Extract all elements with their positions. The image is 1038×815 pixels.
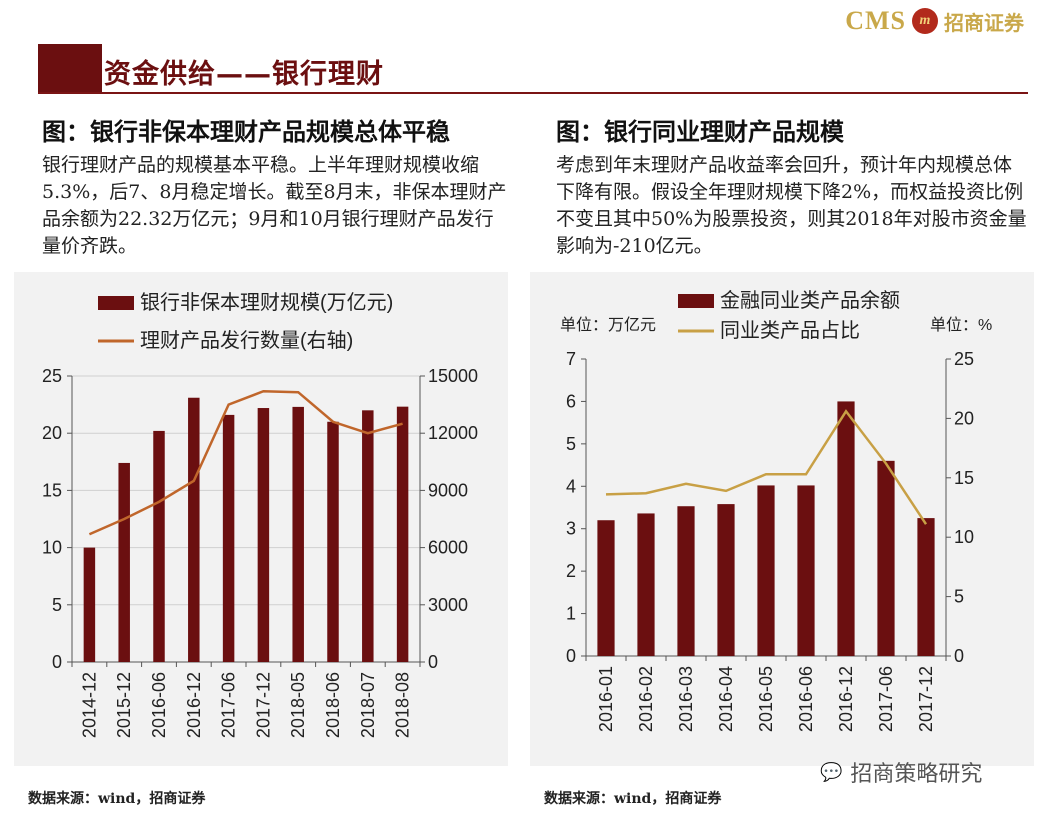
left-chart-legend-line-label: 理财产品发行数量(右轴) — [140, 329, 353, 352]
right-description: 考虑到年末理财产品收益率会回升，预计年内规模总体下降有限。假设全年理财规模下降2… — [556, 154, 1027, 257]
left-chart-category-label: 2018-08 — [393, 672, 413, 738]
left-description: 银行理财产品的规模基本平稳。上半年理财规模收缩5.3%，后7、8月稳定增长。截至… — [42, 154, 507, 257]
right-chart-panel: 0 1 2 3 4 5 6 7 0 5 10 15 20 25 2016-01 2016-02 2016-03 2… — [530, 272, 1034, 766]
left-chart-bar — [118, 462, 130, 662]
right-chart-right-unit-label: 单位：% — [930, 316, 992, 334]
right-chart-y2tick-label: 5 — [954, 587, 964, 607]
right-chart-y2tick-label: 15 — [954, 468, 974, 488]
left-chart-y2tick-label: 12000 — [428, 423, 478, 443]
right-chart-legend-line-label: 同业类产品占比 — [720, 319, 860, 342]
left-chart-bar — [188, 397, 200, 662]
company-logo: CMS m 招商证券 — [845, 6, 1024, 36]
left-chart-series-line — [88, 389, 403, 536]
watermark-text: 招商策略研究 — [850, 762, 983, 787]
right-chart-category-label: 2016-01 — [596, 666, 616, 732]
left-chart-bar — [362, 410, 374, 662]
wechat-watermark: 💬 招商策略研究 — [820, 756, 982, 788]
right-chart-bar — [757, 485, 775, 656]
left-chart-y2tick-label: 0 — [428, 652, 438, 672]
left-chart-y2tick-label: 9000 — [428, 480, 468, 500]
left-chart: 0 5 10 15 20 25 0 3000 6000 9000 12000 15000 2014-12… — [42, 291, 478, 738]
right-chart-ytick-label: 4 — [566, 476, 576, 496]
logo-mark-icon: m — [912, 8, 938, 34]
left-chart-ytick-label: 10 — [42, 538, 62, 558]
left-chart-category-label: 2018-05 — [288, 672, 308, 738]
logo-latin: CMS — [845, 6, 906, 35]
right-chart-bar — [877, 460, 895, 656]
left-chart-y2tick-label: 6000 — [428, 538, 468, 558]
right-chart-ytick-label: 5 — [566, 434, 576, 454]
left-chart-y2tick-label: 3000 — [428, 595, 468, 615]
left-chart-category-label: 2014-12 — [79, 672, 99, 738]
left-chart-bar — [327, 421, 339, 662]
right-chart-bar — [677, 506, 695, 656]
right-chart-category-label: 2017-06 — [876, 666, 896, 732]
right-chart-bar — [717, 504, 735, 656]
left-source-note: 数据来源：wind，招商证券 — [28, 791, 206, 807]
right-chart-legend-bar-swatch — [678, 294, 714, 308]
left-chart-ytick-label: 25 — [42, 366, 62, 386]
right-chart-category-label: 2017-12 — [916, 666, 936, 732]
left-chart-category-label: 2018-07 — [358, 672, 378, 738]
right-chart-category-label: 2016-04 — [716, 666, 736, 732]
left-chart-bar — [396, 406, 409, 662]
right-chart-category-label: 2016-03 — [676, 666, 696, 732]
left-chart-category-label: 2015-12 — [114, 672, 134, 738]
left-chart-panel: 0 5 10 15 20 25 0 3000 6000 9000 12000 15000 2014-12… — [14, 272, 508, 766]
right-chart-category-label: 2016-06 — [796, 666, 816, 732]
title-accent-block — [38, 44, 102, 92]
page-title: 资金供给——银行理财 — [104, 59, 384, 90]
right-chart-y2tick-label: 10 — [954, 527, 974, 547]
right-chart-bar — [917, 518, 935, 656]
left-chart-ytick-label: 5 — [52, 595, 62, 615]
left-chart-bar — [292, 406, 304, 662]
right-chart-ytick-label: 1 — [566, 604, 576, 624]
right-chart-y2tick-label: 20 — [954, 408, 974, 428]
right-chart-ytick-label: 3 — [566, 519, 576, 539]
left-chart-ytick-label: 15 — [42, 480, 62, 500]
right-chart-bar — [637, 513, 655, 656]
left-chart-category-label: 2016-12 — [184, 672, 204, 738]
left-chart-ytick-label: 20 — [42, 423, 62, 443]
right-chart-category-label: 2016-05 — [756, 666, 776, 732]
right-chart-ytick-label: 0 — [566, 646, 576, 666]
right-chart-left-unit-label: 单位：万亿元 — [560, 316, 656, 334]
right-chart-y2tick-label: 25 — [954, 349, 974, 369]
left-chart-bar — [222, 414, 235, 662]
left-chart-category-label: 2017-06 — [219, 672, 239, 738]
right-chart-ytick-label: 6 — [566, 391, 576, 411]
right-chart-category-label: 2016-02 — [636, 666, 656, 732]
right-source-note: 数据来源：wind，招商证券 — [544, 791, 722, 807]
left-chart-title: 图：银行非保本理财产品规模总体平稳 — [42, 118, 450, 146]
left-chart-category-label: 2018-06 — [323, 672, 343, 738]
right-chart-bar — [837, 401, 855, 656]
right-chart-y2tick-label: 0 — [954, 646, 964, 666]
left-chart-legend-bar-swatch — [98, 296, 134, 310]
title-divider — [38, 92, 1028, 94]
wechat-icon: 💬 — [820, 761, 843, 783]
left-chart-bar — [83, 547, 96, 662]
left-chart-category-label: 2017-12 — [253, 672, 273, 738]
right-chart-title: 图：银行同业理财产品规模 — [556, 118, 844, 146]
right-chart-ytick-label: 7 — [566, 349, 576, 369]
left-chart-y2tick-label: 15000 — [428, 366, 478, 386]
right-chart-category-label: 2016-12 — [836, 666, 856, 732]
right-chart-bar — [797, 485, 815, 656]
right-chart-bar — [597, 520, 615, 656]
right-chart-ytick-label: 2 — [566, 561, 576, 581]
left-chart-bar — [153, 430, 165, 662]
left-chart-ytick-label: 0 — [52, 652, 62, 672]
left-chart-legend-bar-label: 银行非保本理财规模(万亿元) — [140, 291, 393, 314]
right-chart-legend-bar-label: 金融同业类产品余额 — [720, 289, 900, 312]
left-chart-bar — [257, 408, 270, 662]
right-chart: 0 1 2 3 4 5 6 7 0 5 10 15 20 25 2016-01 2016-02 2016-03 2… — [560, 289, 992, 732]
logo-chinese: 招商证券 — [944, 10, 1024, 35]
left-chart-category-label: 2016-06 — [149, 672, 169, 738]
